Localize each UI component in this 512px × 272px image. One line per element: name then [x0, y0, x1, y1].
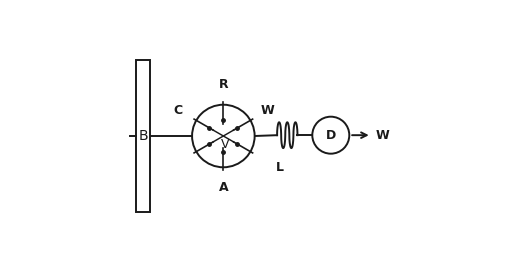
Text: C: C — [174, 104, 182, 117]
Bar — [136, 60, 150, 212]
Circle shape — [192, 105, 254, 167]
Text: L: L — [276, 161, 284, 174]
Text: W: W — [376, 129, 390, 142]
Text: A: A — [219, 181, 228, 194]
Text: V: V — [221, 138, 229, 151]
Text: R: R — [219, 78, 228, 91]
Text: W: W — [261, 104, 274, 117]
Text: B: B — [138, 129, 148, 143]
Text: D: D — [326, 129, 336, 142]
Circle shape — [312, 117, 349, 154]
